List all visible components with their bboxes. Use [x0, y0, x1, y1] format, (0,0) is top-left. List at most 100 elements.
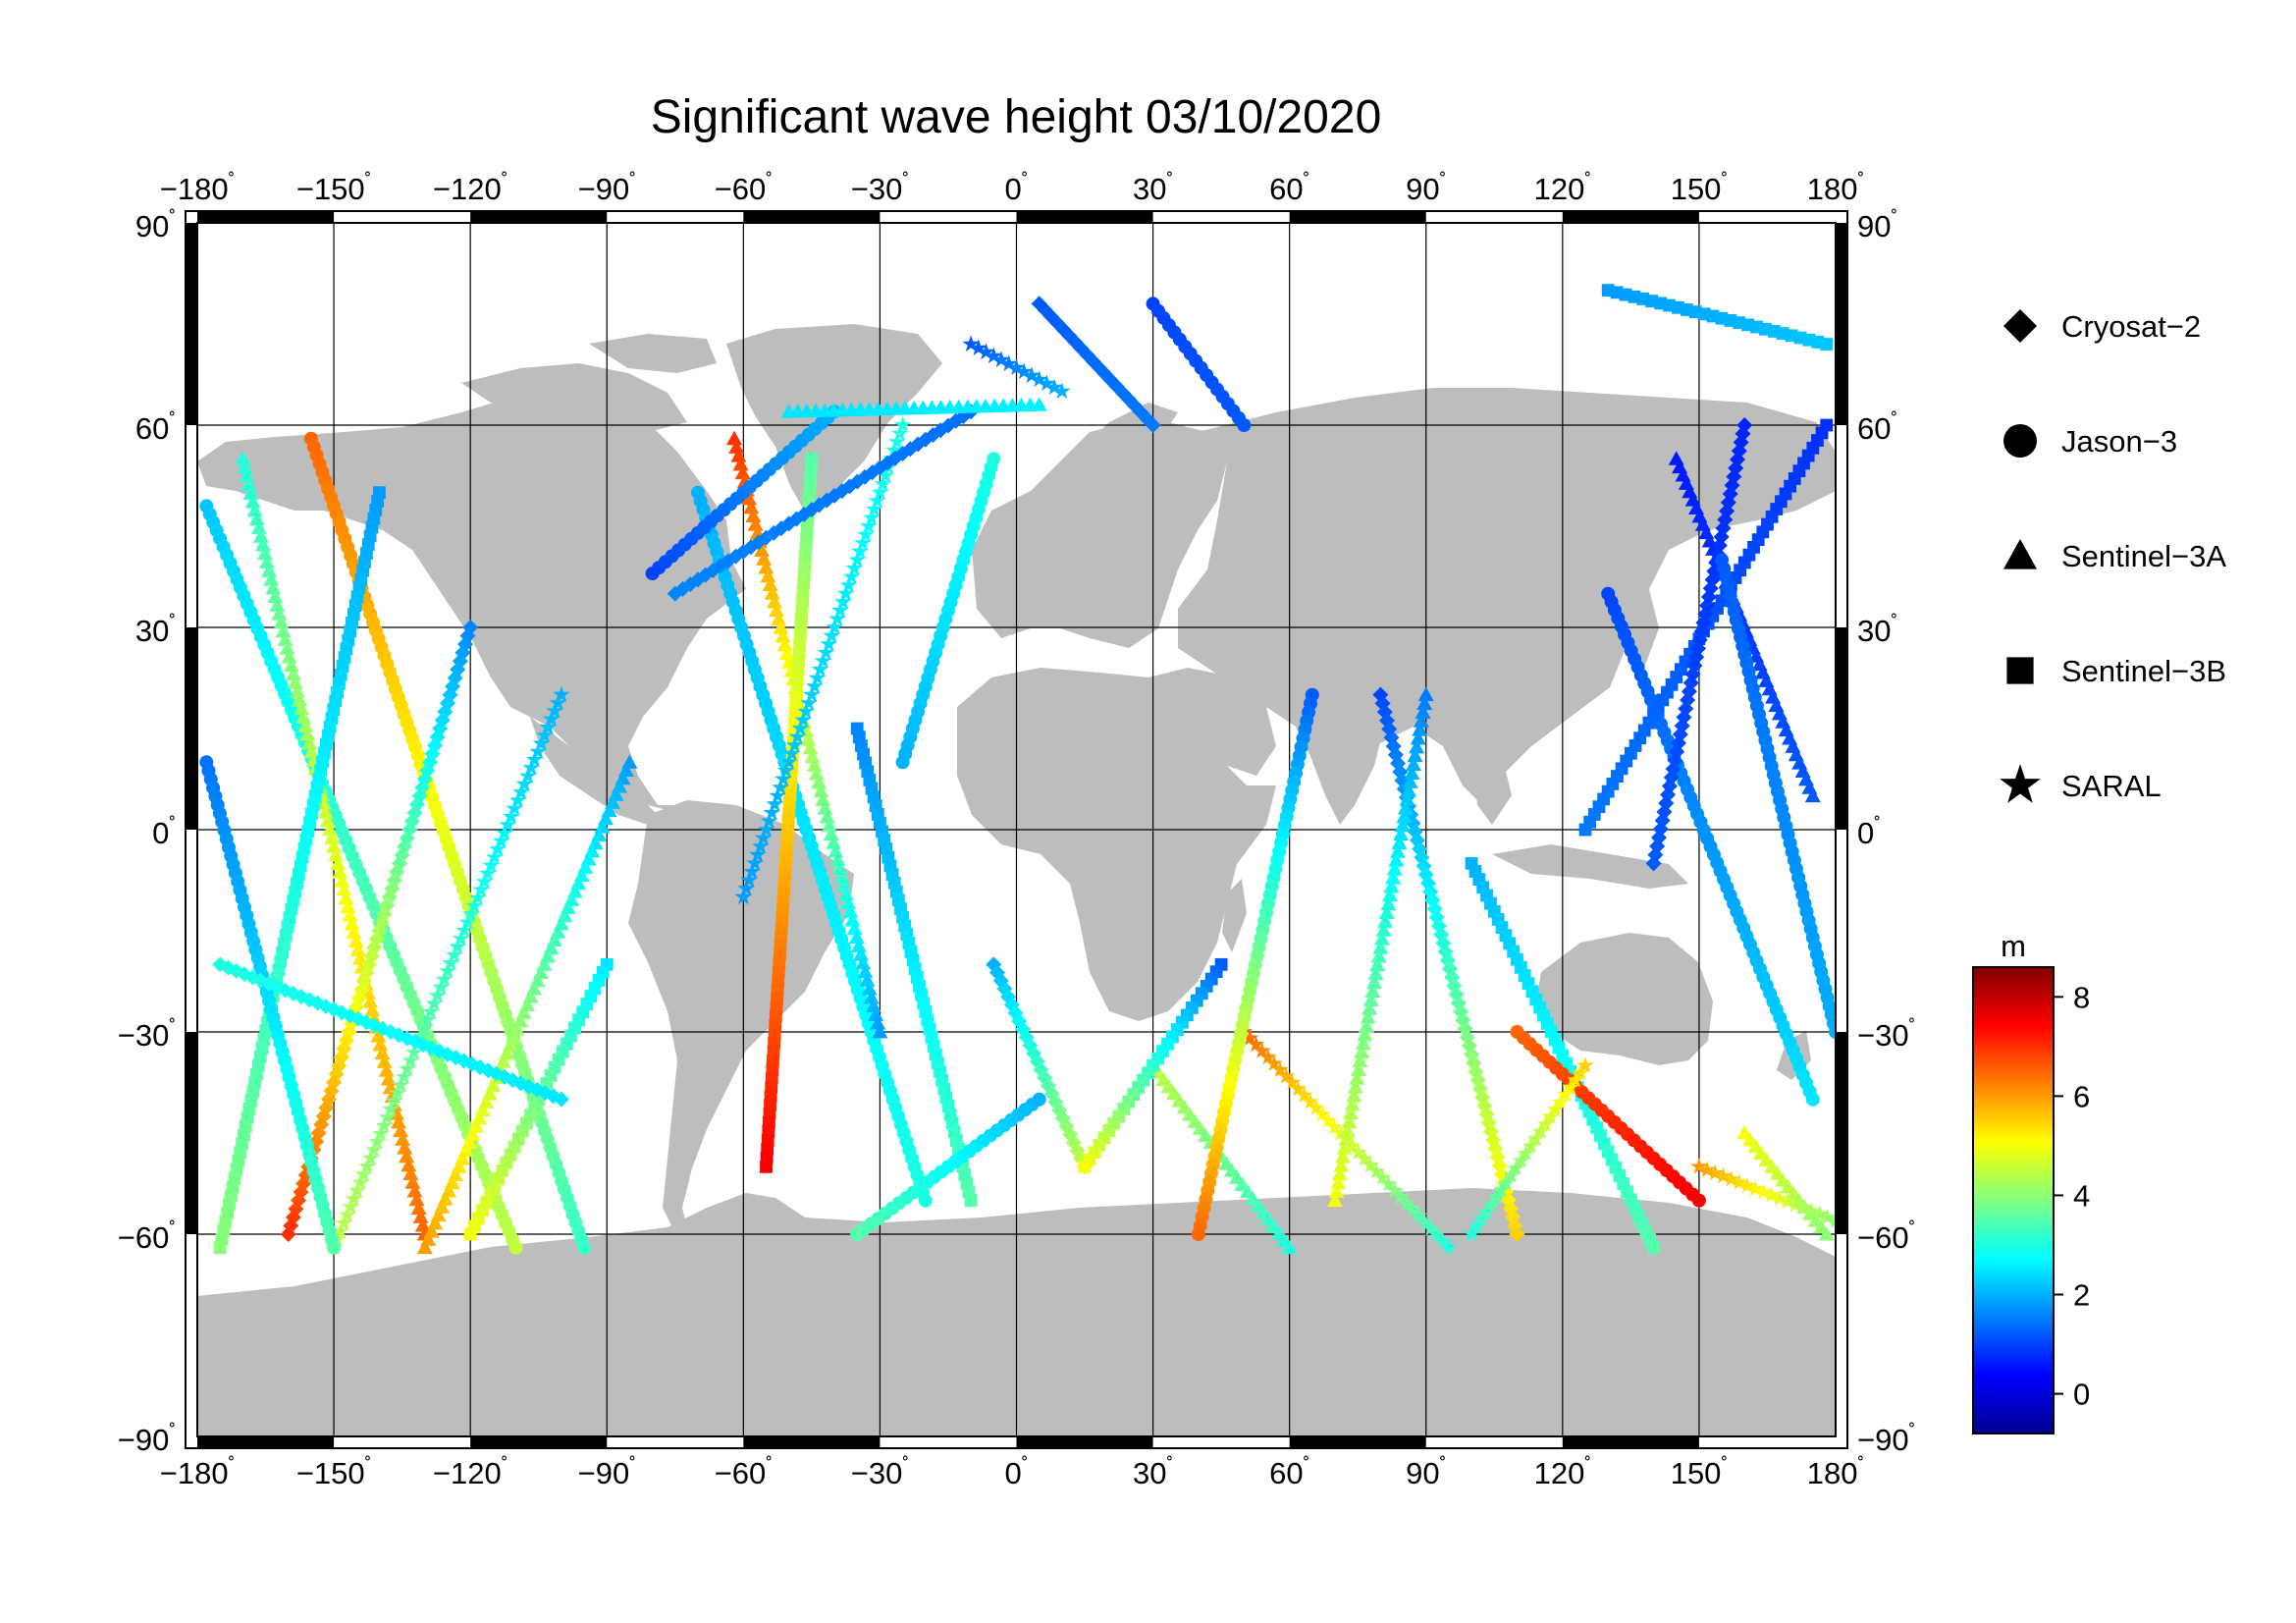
track-point [1393, 826, 1410, 841]
track-point [754, 829, 773, 845]
border-bar-right [1836, 1032, 1847, 1234]
track-point [412, 1027, 430, 1044]
track-point [859, 972, 876, 987]
track-point [391, 1113, 407, 1129]
track-point [287, 675, 303, 689]
track-point [347, 933, 364, 948]
track-point [1254, 1042, 1271, 1058]
border-bar-bottom [1289, 1436, 1426, 1448]
track-point [777, 761, 795, 779]
track-point [326, 839, 343, 853]
track-point [853, 947, 870, 961]
track-point [1030, 370, 1048, 388]
track-point [303, 743, 320, 759]
track-point [1362, 992, 1379, 1006]
track-point [918, 1193, 933, 1208]
track-point [1000, 354, 1018, 372]
legend-marker-circle [2003, 424, 2037, 458]
land-india [1306, 707, 1384, 825]
satellite-track [1465, 856, 1660, 1255]
track-point [1392, 1187, 1410, 1205]
lat-tick-label-left: −90˚ [118, 1422, 176, 1457]
track-point [1369, 956, 1386, 972]
track-point [962, 335, 980, 352]
track-point [1416, 695, 1433, 710]
track-point [1391, 835, 1408, 850]
track-point [970, 339, 988, 355]
track-point [455, 921, 473, 939]
track-point [840, 894, 857, 910]
legend-item: SARAL [2000, 764, 2162, 803]
track-point [1567, 1071, 1584, 1088]
colorbar-tick-label: 0 [2073, 1378, 2090, 1412]
land-southeast-asia [1472, 746, 1512, 825]
border-bar-left [186, 627, 197, 830]
track-point [745, 508, 762, 522]
track-point [472, 881, 490, 897]
track-point [964, 1194, 978, 1208]
track-point [508, 791, 527, 808]
lon-tick-label-top: 0˚ [1005, 171, 1029, 206]
track-point [1339, 1122, 1356, 1138]
track-point [415, 1019, 433, 1036]
track-point [1487, 1188, 1506, 1206]
track-point [868, 1006, 884, 1021]
track-point [372, 1124, 390, 1142]
lat-tick-label-left: −30˚ [118, 1017, 176, 1053]
axis-tick-labels: −180˚ −180˚ −150˚ −150˚ −120˚ −120˚ −90˚ −90˚ −6… [118, 171, 1916, 1490]
track-point [773, 620, 789, 634]
track-point [295, 709, 312, 724]
track-point [794, 711, 812, 728]
track-point [772, 778, 789, 795]
track-point [418, 1010, 437, 1028]
track-point [508, 1240, 523, 1255]
track-point [1344, 1096, 1361, 1111]
satellite-track [850, 722, 978, 1208]
lon-tick-label-top: 60˚ [1269, 171, 1309, 206]
track-point [785, 736, 804, 753]
track-point [301, 734, 318, 750]
track-point [1412, 722, 1428, 736]
track-point [395, 1131, 411, 1146]
track-point [734, 888, 753, 905]
track-point [1417, 686, 1434, 702]
track-point [1373, 931, 1390, 946]
satellite-track [1078, 957, 1228, 1173]
track-point [1372, 940, 1389, 954]
track-point [1359, 1018, 1375, 1033]
track-point [814, 652, 832, 669]
track-point [1517, 1144, 1535, 1162]
border-bar-top [743, 211, 881, 223]
track-point [1381, 887, 1398, 902]
track-point [1333, 1158, 1350, 1172]
track-point [1379, 1174, 1398, 1192]
track-point [1237, 418, 1252, 432]
satellite-track [199, 755, 342, 1255]
border-bar-top [1562, 211, 1699, 223]
track-point [1378, 904, 1395, 920]
track-point [399, 1059, 416, 1076]
track-point [1829, 1025, 1836, 1039]
satellite-tracks [199, 284, 1836, 1256]
track-point [499, 816, 517, 833]
track-point [1271, 1060, 1289, 1078]
border-bar-bottom [743, 1436, 881, 1448]
lat-tick-label-right: −90˚ [1857, 1422, 1915, 1457]
track-point [489, 839, 507, 857]
track-point [893, 415, 912, 433]
track-point [479, 864, 497, 882]
track-point [877, 466, 894, 483]
track-point [1463, 1224, 1480, 1242]
track-point [376, 1054, 393, 1068]
track-point [788, 728, 807, 744]
lat-tick-label-left: −60˚ [118, 1219, 176, 1255]
lon-tick-label-bottom: 30˚ [1133, 1455, 1173, 1490]
track-point [831, 860, 848, 876]
border-bar-top [470, 211, 608, 223]
track-point [250, 519, 267, 534]
satellite-track [213, 486, 386, 1255]
track-point [863, 509, 881, 525]
track-point [1023, 366, 1041, 384]
track-point [1410, 730, 1426, 745]
track-point [734, 464, 751, 480]
